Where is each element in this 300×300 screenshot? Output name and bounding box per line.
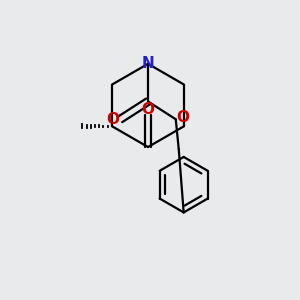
Text: O: O <box>176 110 189 125</box>
Text: N: N <box>142 56 154 71</box>
Text: O: O <box>106 112 119 127</box>
Text: O: O <box>142 102 154 117</box>
